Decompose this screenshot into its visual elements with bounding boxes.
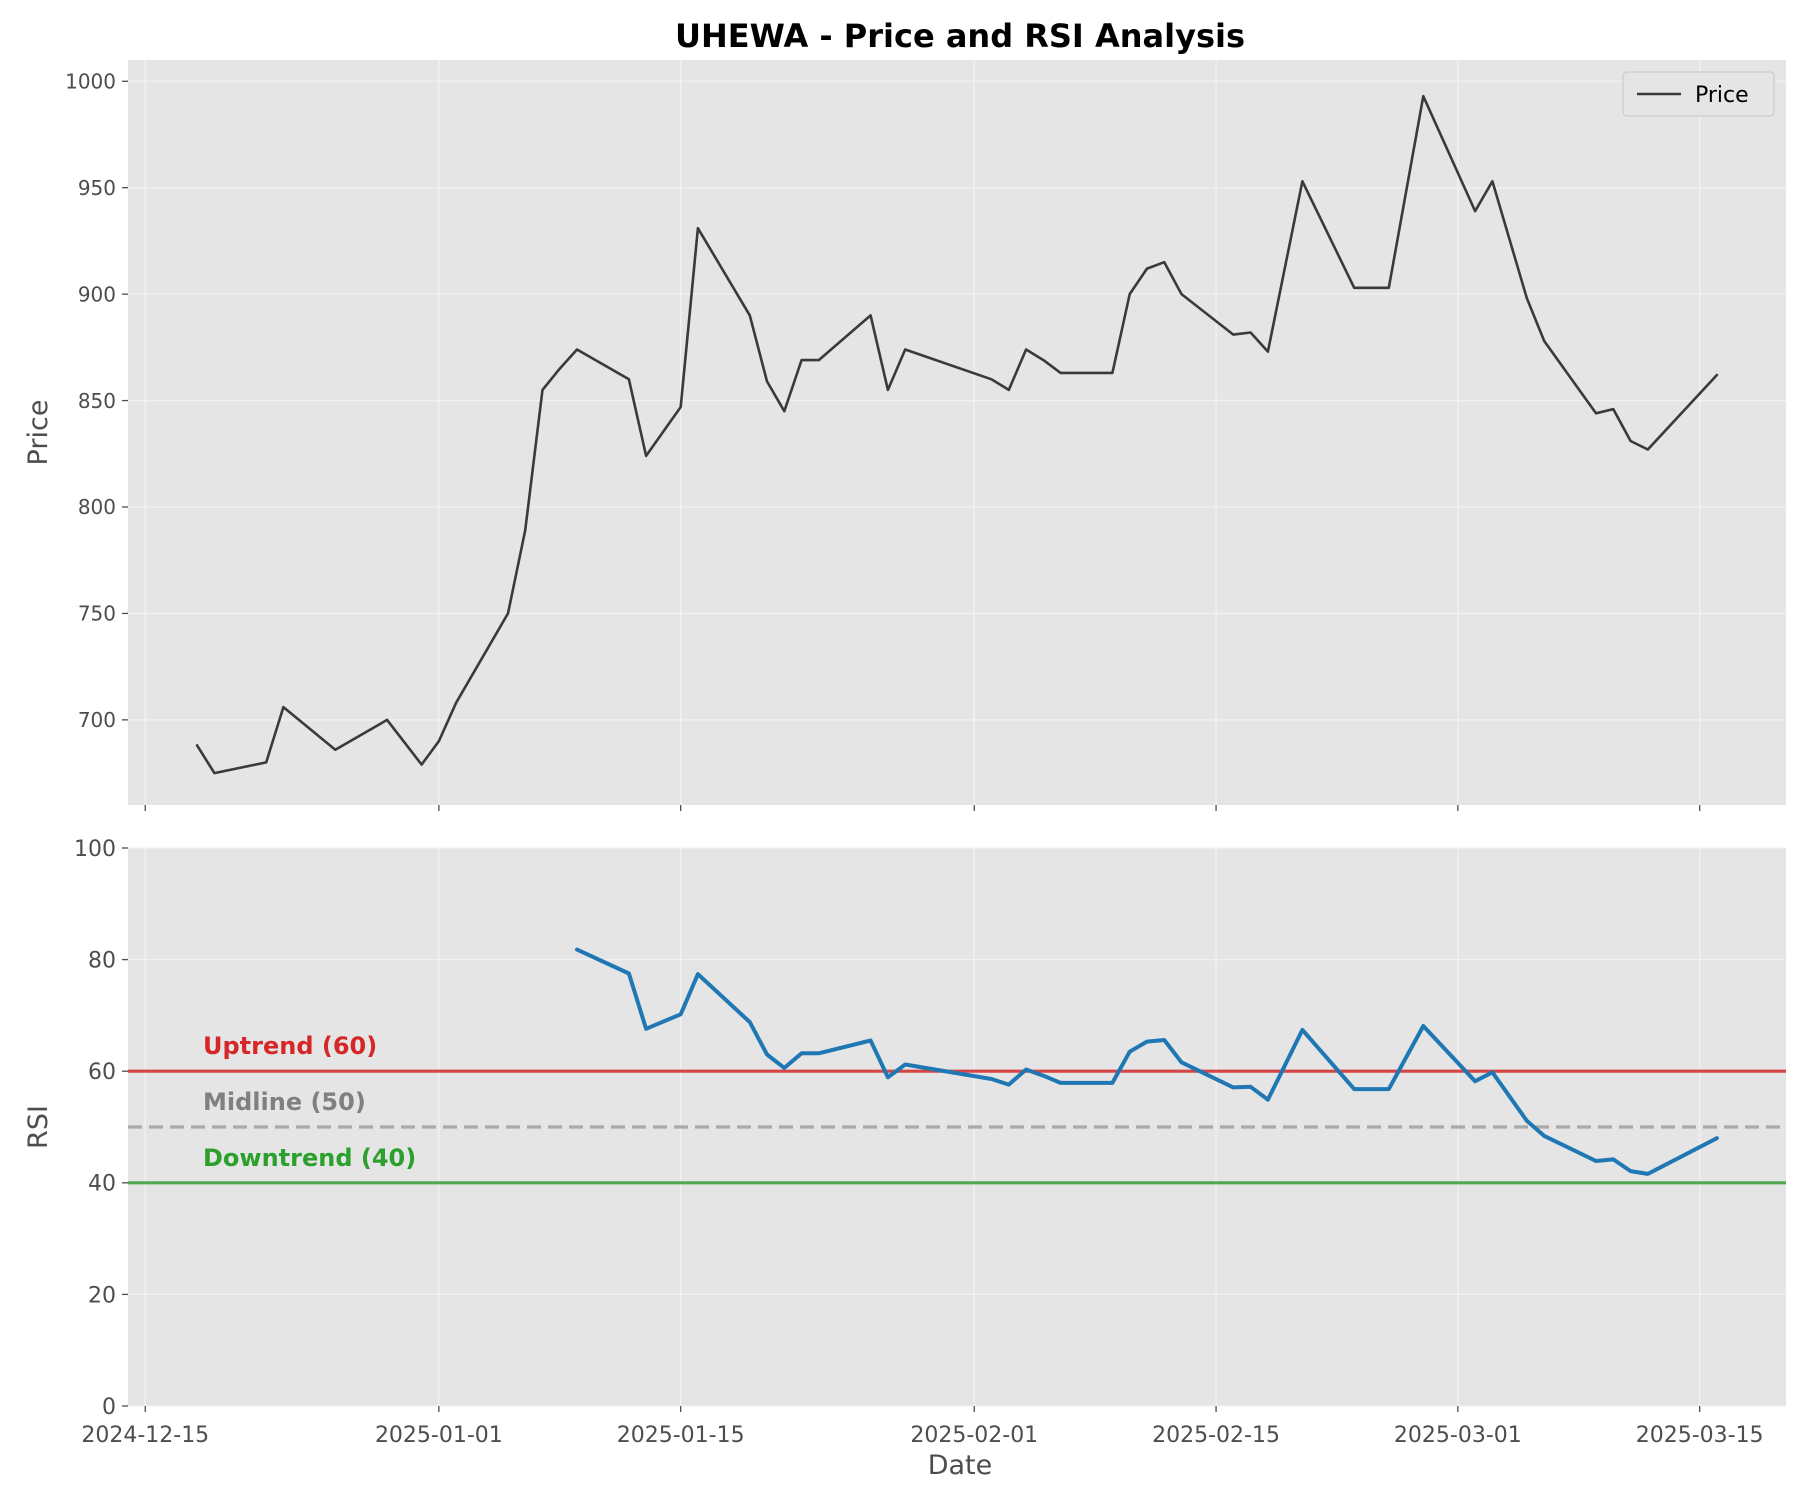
legend-label-price: Price: [1695, 83, 1749, 108]
chart-legend: Price: [1623, 72, 1774, 116]
x-axis-label: Date: [928, 1450, 993, 1481]
rsi-y-tick-label: 40: [88, 1172, 116, 1197]
x-tick-label: 2024-12-15: [81, 1423, 209, 1448]
rsi-y-tick-label: 20: [88, 1283, 116, 1308]
ref-label-50: Midline (50): [203, 1088, 366, 1116]
rsi-y-tick-label: 100: [74, 837, 116, 862]
rsi-y-tick-label: 60: [88, 1060, 116, 1085]
chart-title: UHEWA - Price and RSI Analysis: [675, 17, 1245, 55]
rsi-y-axis-label: RSI: [23, 1105, 54, 1149]
x-tick-label: 2025-02-15: [1152, 1423, 1280, 1448]
price-y-tick-label: 900: [78, 282, 116, 306]
ref-label-60: Uptrend (60): [203, 1032, 377, 1060]
price-y-axis-label: Price: [23, 400, 54, 466]
x-tick-label: 2025-03-01: [1394, 1423, 1522, 1448]
price-y-tick-label: 750: [78, 602, 116, 626]
rsi-y-tick-label: 0: [102, 1395, 116, 1420]
x-tick-label: 2025-03-15: [1636, 1423, 1764, 1448]
rsi-y-tick-label: 80: [88, 949, 116, 974]
price-plot-area: [128, 60, 1786, 805]
price-y-tick-label: 700: [78, 708, 116, 732]
price-y-tick-label: 950: [78, 176, 116, 200]
ref-label-40: Downtrend (40): [203, 1144, 416, 1172]
price-y-tick-label: 800: [78, 495, 116, 519]
price-y-tick-label: 1000: [65, 69, 116, 93]
price-y-tick-label: 850: [78, 389, 116, 413]
rsi-panel: 0 20 40 60 80 100 2024-12-15 2025-01-01 2025-01-…: [23, 837, 1786, 1448]
x-tick-label: 2025-02-01: [910, 1423, 1038, 1448]
x-tick-label: 2025-01-15: [617, 1423, 745, 1448]
x-tick-label: 2025-01-01: [375, 1423, 503, 1448]
price-panel: 700 750 800 850 900 950 1000 Price Price: [23, 60, 1786, 811]
